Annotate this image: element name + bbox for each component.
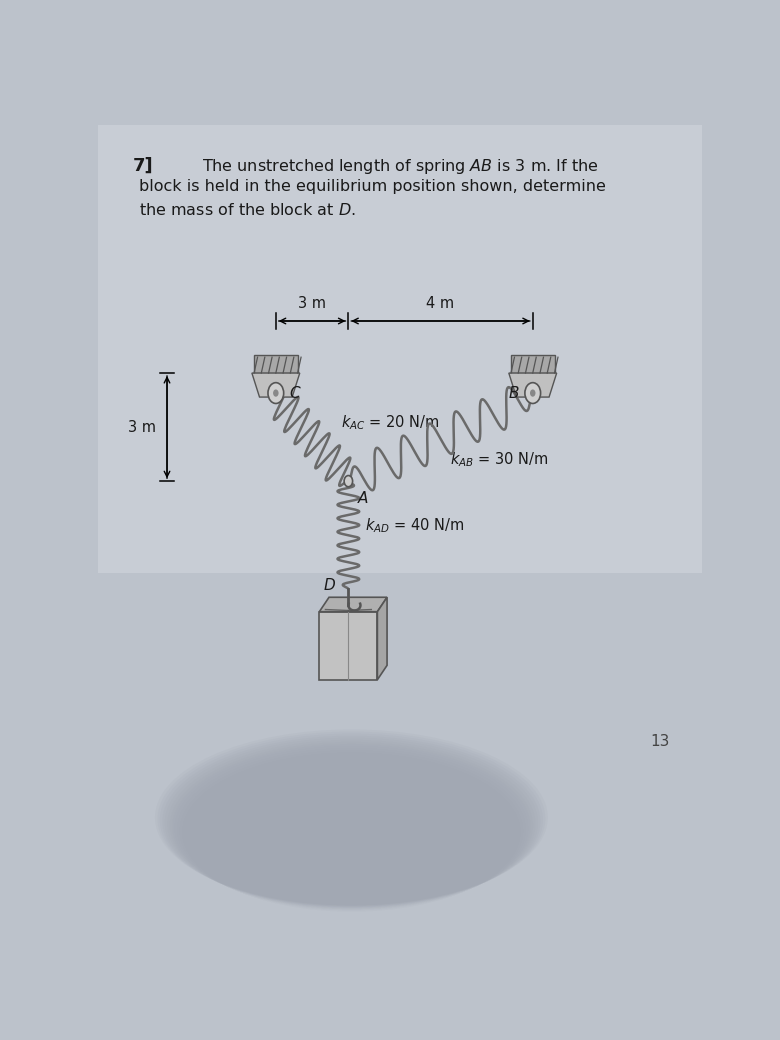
Text: C: C xyxy=(289,386,300,400)
Circle shape xyxy=(530,389,536,396)
Polygon shape xyxy=(511,356,555,373)
Text: 4 m: 4 m xyxy=(427,296,455,311)
Text: D: D xyxy=(324,578,335,593)
Text: $k_{AD}$ = 40 N/m: $k_{AD}$ = 40 N/m xyxy=(365,516,465,535)
Circle shape xyxy=(344,475,353,487)
Text: $k_{AC}$ = 20 N/m: $k_{AC}$ = 20 N/m xyxy=(341,413,440,432)
Circle shape xyxy=(268,383,284,404)
Text: The unstretched length of spring $AB$ is 3 m. If the: The unstretched length of spring $AB$ is… xyxy=(202,157,599,176)
Text: 3 m: 3 m xyxy=(128,419,156,435)
Text: 13: 13 xyxy=(650,734,669,749)
Circle shape xyxy=(273,389,278,396)
Polygon shape xyxy=(254,356,298,373)
Text: B: B xyxy=(509,386,519,400)
Text: 7]: 7] xyxy=(133,157,153,175)
FancyBboxPatch shape xyxy=(98,125,702,573)
Text: block is held in the equilibrium position shown, determine: block is held in the equilibrium positio… xyxy=(139,179,605,194)
Text: the mass of the block at $D$.: the mass of the block at $D$. xyxy=(139,202,356,217)
Text: 3 m: 3 m xyxy=(298,296,326,311)
Polygon shape xyxy=(509,373,557,397)
Polygon shape xyxy=(319,612,378,680)
Polygon shape xyxy=(319,597,387,612)
Ellipse shape xyxy=(155,729,548,906)
Circle shape xyxy=(525,383,541,404)
Ellipse shape xyxy=(158,731,545,906)
Text: A: A xyxy=(357,491,368,505)
Polygon shape xyxy=(378,597,387,680)
Text: $k_{AB}$ = 30 N/m: $k_{AB}$ = 30 N/m xyxy=(449,450,548,469)
Polygon shape xyxy=(252,373,300,397)
